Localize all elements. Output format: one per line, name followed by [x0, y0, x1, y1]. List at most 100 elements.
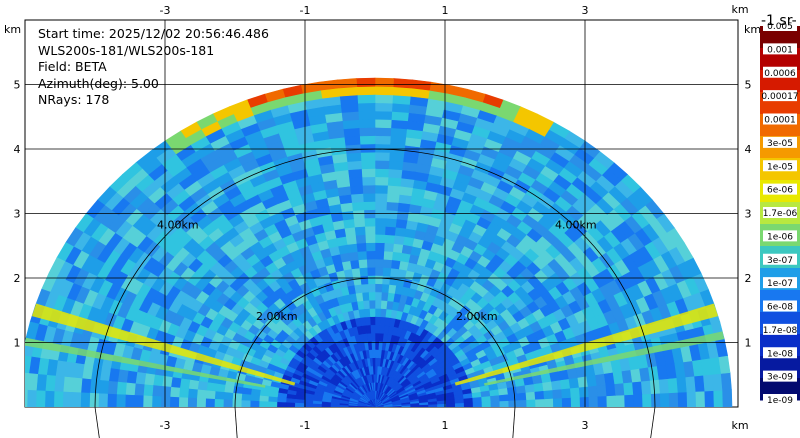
sector-cell: [351, 201, 365, 212]
x-tick-label-bottom: -3: [160, 419, 171, 432]
sector-cell: [80, 378, 92, 394]
colorbar-label: 6e-06: [767, 186, 793, 196]
sector-cell: [115, 394, 126, 407]
sector-cell: [374, 233, 386, 244]
sector-cell: [380, 299, 388, 310]
sector-cell: [472, 401, 483, 407]
sector-cell: [368, 299, 376, 309]
sector-cell: [389, 135, 407, 146]
sector-cell: [642, 393, 652, 407]
sector-cell: [25, 355, 32, 374]
sector-cell: [187, 397, 198, 407]
sector-cell: [614, 382, 625, 396]
sector-cell: [374, 324, 380, 334]
sector-cell: [374, 168, 389, 178]
sector-cell: [711, 373, 723, 391]
sector-cell: [338, 86, 358, 97]
sector-cell: [659, 392, 670, 407]
colorbar-label: 1e-08: [767, 349, 793, 359]
sector-cell: [722, 389, 733, 407]
sector-cell: [342, 218, 355, 229]
sector-cell: [356, 405, 367, 407]
sector-cell: [381, 275, 391, 285]
sector-cell: [196, 398, 206, 407]
colorbar-label: 1e-09: [767, 396, 793, 406]
sector-cell: [561, 397, 572, 407]
sector-cell: [389, 267, 400, 278]
sector-cell: [568, 377, 580, 389]
sector-cell: [267, 401, 278, 407]
x-unit-label-top: km: [731, 3, 748, 16]
sector-cell: [356, 85, 376, 96]
range-ring-tail: [650, 406, 656, 438]
sector-cell: [294, 402, 305, 407]
sector-cell: [89, 379, 101, 394]
sector-cell: [386, 184, 401, 195]
colorbar-label-bg: [763, 277, 797, 289]
sector-cell: [353, 217, 366, 228]
sector-cell: [374, 332, 380, 342]
colorbar-label: 3e-09: [767, 373, 793, 383]
sector-cell: [359, 143, 376, 153]
sector-cell: [542, 380, 553, 391]
sector-cell: [142, 395, 153, 407]
sector-cell: [337, 78, 358, 89]
colorbar-label-bg: [763, 370, 797, 382]
colorbar-label-bg: [763, 113, 797, 125]
sector-cell: [124, 394, 135, 407]
sector-cell: [365, 250, 376, 260]
range-ring-tail: [94, 406, 100, 438]
sector-cell: [544, 398, 554, 407]
sector-cell: [71, 392, 82, 407]
sector-cell: [379, 308, 387, 318]
y-unit-label-right: km: [744, 23, 761, 36]
sector-cell: [250, 388, 261, 397]
sector-cell: [388, 275, 398, 286]
sector-cell: [606, 395, 617, 407]
sector-cell: [106, 393, 117, 407]
colorbar-label: 1e-06: [767, 232, 793, 242]
sector-cell: [347, 405, 358, 407]
colorbar-label-bg: [763, 253, 797, 265]
sector-cell: [713, 389, 724, 407]
colorbar-label: 1.7e-06: [763, 209, 798, 219]
sector-cell: [241, 387, 252, 396]
sector-cell: [374, 85, 394, 96]
sector-cell: [361, 176, 376, 186]
sector-cell: [386, 292, 395, 302]
sector-cell: [359, 275, 369, 285]
y-tick-label-left: 5: [14, 79, 21, 92]
sector-cell: [339, 94, 359, 105]
sector-cell: [395, 218, 408, 229]
colorbar-label: 0.0001: [764, 116, 796, 126]
sector-cell: [374, 283, 383, 293]
sector-cell: [374, 94, 394, 104]
colorbar-label: 6e-08: [767, 303, 793, 313]
sector-cell: [312, 403, 322, 407]
sector-cell: [386, 193, 400, 203]
sector-cell: [362, 184, 376, 194]
sector-cell: [80, 392, 91, 407]
sector-cell: [559, 378, 571, 390]
colorbar-label-bg: [763, 43, 797, 55]
sector-cell: [543, 389, 554, 400]
sector-cell: [170, 377, 182, 389]
sector-cell: [360, 283, 369, 293]
sector-cell: [364, 225, 376, 235]
info-block: Start time: 2025/12/02 20:56:46.486 WLS2…: [38, 26, 269, 107]
range-ring-label: 4.00km: [555, 219, 597, 232]
sector-cell: [374, 275, 383, 285]
sector-cell: [359, 135, 376, 145]
sector-cell: [374, 316, 381, 326]
x-tick-label-top: -1: [300, 4, 311, 17]
sector-cell: [686, 391, 697, 407]
sector-cell: [703, 374, 715, 392]
sector-cell: [151, 385, 163, 397]
sector-cell: [623, 381, 634, 396]
sector-cell: [222, 399, 233, 407]
y-tick-label-left: 4: [14, 143, 21, 156]
sector-cell: [285, 402, 296, 407]
sector-cell: [535, 398, 545, 407]
range-ring-tail: [234, 406, 238, 438]
colorbar-label: 0.0006: [764, 69, 796, 79]
